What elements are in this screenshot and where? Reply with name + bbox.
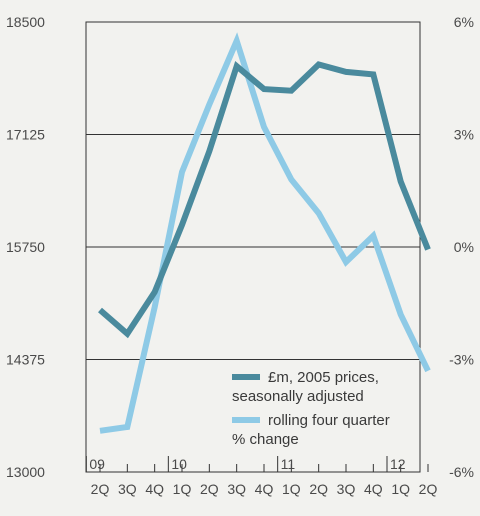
- y-left-tick-label: 13000: [6, 464, 45, 480]
- legend-label-series-1-line-2: seasonally adjusted: [232, 388, 364, 405]
- x-tick-label: 3Q: [118, 481, 137, 497]
- x-tick-label: 2Q: [91, 481, 110, 497]
- series-line-2: [99, 32, 431, 434]
- year-label: 09: [89, 456, 105, 472]
- legend: £m, 2005 prices, seasonally adjusted rol…: [232, 369, 390, 448]
- x-tick-label: 1Q: [391, 481, 410, 497]
- year-label: 11: [281, 456, 296, 472]
- y-axis-left: 13000 14375 15750 17125 18500: [6, 14, 45, 480]
- x-tick-label: 2Q: [309, 481, 328, 497]
- x-tick-label: 4Q: [145, 481, 164, 497]
- year-label: 10: [171, 456, 187, 472]
- x-tick-label: 4Q: [255, 481, 274, 497]
- legend-label-series-2-line-2: % change: [232, 431, 299, 448]
- y-axis-right: -6% -3% 0% 3% 6%: [449, 14, 474, 480]
- y-left-tick-label: 14375: [6, 352, 45, 368]
- x-tick-label: 1Q: [173, 481, 192, 497]
- legend-label-series-1-line-1: £m, 2005 prices,: [268, 369, 379, 386]
- x-tick-label: 2Q: [200, 481, 219, 497]
- x-tick-label: 2Q: [419, 481, 438, 497]
- y-left-tick-label: 15750: [6, 239, 45, 255]
- series-lines: [98, 32, 431, 434]
- y-right-tick-label: -6%: [449, 464, 474, 480]
- x-axis: 2Q 3Q 4Q 1Q 2Q 3Q 4Q 1Q 2Q 3Q 4Q 1Q 2Q 09 10 11 12: [85, 456, 438, 497]
- y-left-tick-label: 17125: [6, 127, 45, 143]
- x-tick-label: 3Q: [337, 481, 356, 497]
- legend-label-series-2-line-1: rolling four quarter: [268, 412, 390, 429]
- year-label: 12: [390, 456, 406, 472]
- y-right-tick-label: 3%: [454, 127, 474, 143]
- y-left-tick-label: 18500: [6, 14, 45, 30]
- series-line-1: [98, 61, 431, 339]
- x-tick-label: 3Q: [227, 481, 246, 497]
- x-tick-label: 4Q: [364, 481, 383, 497]
- y-right-tick-label: -3%: [449, 352, 474, 368]
- x-tick-label: 1Q: [282, 481, 301, 497]
- y-right-tick-label: 0%: [454, 239, 474, 255]
- y-right-tick-label: 6%: [454, 14, 474, 30]
